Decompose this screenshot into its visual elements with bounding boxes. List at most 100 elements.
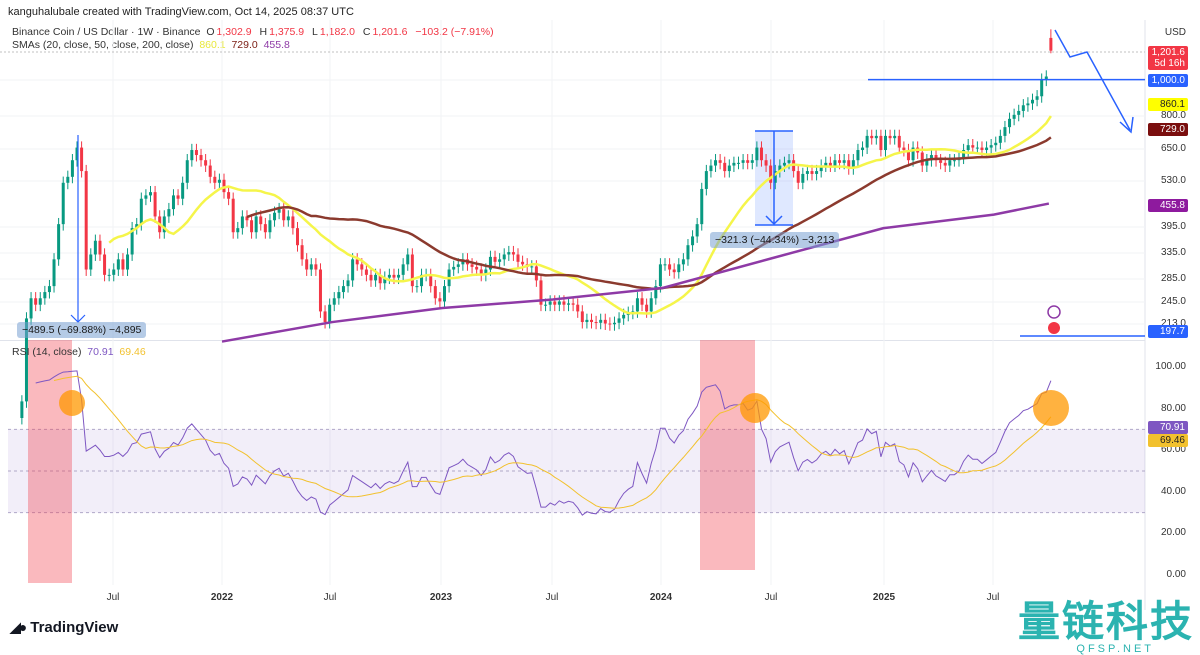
price-tick: 395.0 [1160,221,1186,232]
rsi-tick: 20.00 [1160,527,1186,538]
candle-body [746,160,750,163]
candle-body [300,245,304,260]
candle-body [810,171,814,174]
last-price: 1,201.6 [1151,47,1185,58]
candle-body [433,286,437,299]
candle-body [149,192,152,196]
change-value: −103.2 (−7.91%) [415,26,494,38]
candle-body [130,228,134,255]
candle-body [217,179,221,183]
candle-body [38,298,42,305]
candle-body [998,135,1002,143]
candle-body [443,286,446,302]
candle-body [920,152,924,166]
candle-body [884,135,887,151]
x-tick: Jul [106,592,120,603]
candle-body [75,147,79,161]
sma200-line [221,202,1050,343]
candle-body [273,212,277,221]
candle-body [112,269,116,275]
candle-body [222,179,226,193]
candle-body [658,264,662,287]
candle-body [337,292,341,299]
candle-body [897,135,901,148]
candle-body [332,298,336,305]
measure-label-2[interactable]: −321.3 (−44.34%) −3,213 [710,232,840,248]
candle-body [254,216,258,233]
high-label: H [259,26,268,38]
candle-body [567,303,571,305]
candle-body [691,236,695,246]
rsi-label[interactable]: RSI (14, close) [12,346,82,358]
sma20-value: 860.1 [199,39,226,51]
candle-body [323,311,327,323]
x-tick: Jul [986,592,1000,603]
candle-body [1008,118,1012,128]
candle-body [934,155,938,161]
candle-body [176,195,180,199]
candle-body [107,274,111,276]
candle-body [723,162,727,172]
candle-body [672,269,676,273]
tradingview-logo[interactable]: ◢● TradingView [10,619,118,636]
pane-divider [0,340,1145,341]
rsi-tick: 0.00 [1166,569,1186,580]
price-tick: 335.0 [1160,247,1186,258]
candle-body [1021,105,1025,111]
candle-body [498,259,502,262]
candle-body [640,298,644,305]
candle-body [782,162,786,166]
measure-label-1[interactable]: −489.5 (−69.88%) −4,895 [17,322,147,338]
last-price-badge: 1,201.6 5d 16h [1148,46,1188,70]
candle-body [939,160,943,163]
candle-body [888,135,892,139]
candle-body [470,264,474,267]
candle-body [167,209,171,217]
currency-label[interactable]: USD [1164,27,1186,38]
candle-body [649,298,653,312]
tradingview-logo-text: TradingView [30,619,119,636]
candle-body [227,192,231,199]
candle-body [824,162,828,166]
candle-body [764,160,768,166]
candle-body [410,254,414,287]
sma200-badge: 455.8 [1148,199,1188,212]
symbol-legend: Binance Coin / US Dollar · 1W · Binance … [12,26,494,52]
candle-body [585,319,589,323]
candle-body [925,160,929,166]
candle-body [778,165,782,172]
candle-body [870,135,874,139]
candle-body [548,301,552,305]
candle-body [277,209,281,213]
candle-body [305,259,309,270]
candle-body [438,298,442,302]
candle-body [61,182,65,225]
candle-body [98,240,102,255]
low-value: 1,182.0 [319,26,355,38]
candle-body [259,216,263,225]
candle-body [364,269,368,275]
highlight-zone [700,340,755,570]
candle-body [1035,96,1039,100]
symbol-name[interactable]: Binance Coin / US Dollar · 1W · Binance [12,26,201,38]
candle-body [966,145,970,151]
open-value: 1,302.9 [216,26,252,38]
candle-body [994,142,998,146]
sma20-badge: 860.1 [1148,98,1188,111]
candle-body [741,160,745,163]
candle-body [773,171,777,183]
candle-body [714,160,718,166]
candle-body [902,147,906,151]
candle-body [231,198,235,233]
candle-body [861,147,865,151]
candle-body [562,301,566,305]
candle-body [847,160,851,169]
candle-body [369,274,373,281]
candle-body [84,171,88,270]
candle-body [599,319,603,323]
sma-label[interactable]: SMAs (20, close, 50, close, 200, close) [12,39,194,51]
x-tick: 2025 [872,592,896,603]
candle-body [213,176,217,183]
x-tick: 2024 [649,592,673,603]
